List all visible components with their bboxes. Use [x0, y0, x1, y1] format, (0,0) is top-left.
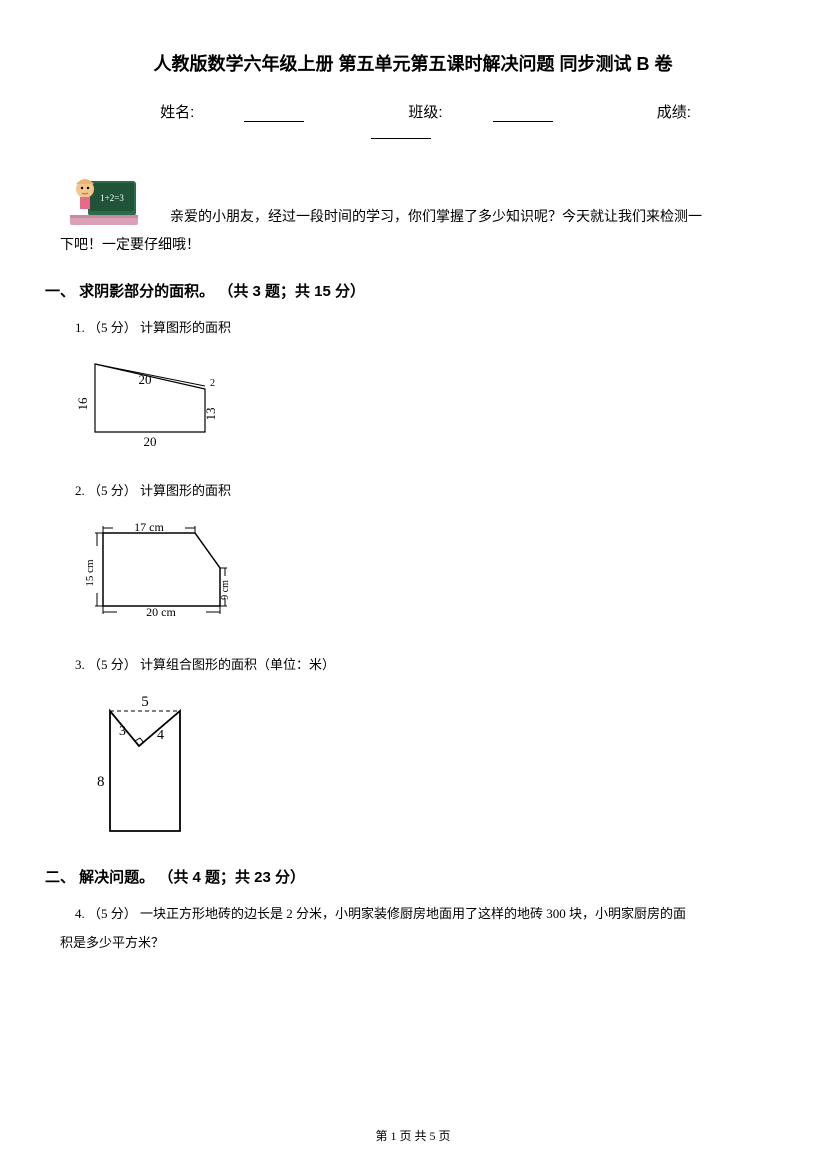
student-info: 姓名: 班级: 成绩:	[60, 101, 766, 139]
section-2-title: 二、 解决问题。 （共 4 题；共 23 分）	[45, 866, 766, 887]
page-footer: 第 1 页 共 5 页	[0, 1127, 826, 1144]
intro-text-1: 亲爱的小朋友，经过一段时间的学习，你们掌握了多少知识呢？今天就让我们来检测一	[60, 204, 766, 232]
fig1-tri-label: 2	[210, 378, 215, 389]
fig3-top-label: 5	[141, 694, 149, 710]
class-field: 班级:	[383, 104, 577, 121]
fig1-left-label: 16	[75, 397, 90, 411]
figure-1: 20 16 13 20 2	[75, 354, 766, 454]
fig1-bottom-label: 20	[144, 434, 157, 449]
question-2: 2. （5 分） 计算图形的面积	[75, 479, 766, 502]
question-1: 1. （5 分） 计算图形的面积	[75, 316, 766, 339]
svg-text:1+2=3: 1+2=3	[100, 193, 124, 203]
fig2-top-label: 17 cm	[134, 520, 164, 534]
fig2-left-label: 15 cm	[84, 559, 96, 587]
student-illustration: 1+2=3	[60, 169, 150, 229]
fig1-top-label: 20	[139, 372, 152, 387]
section-1-title: 一、 求阴影部分的面积。 （共 3 题；共 15 分）	[45, 280, 766, 301]
question-3: 3. （5 分） 计算组合图形的面积（单位：米）	[75, 653, 766, 676]
fig2-bottom-label: 20 cm	[146, 605, 176, 619]
question-4-cont: 积是多少平方米？	[60, 931, 766, 954]
figure-3: 5 3 4 8	[75, 691, 766, 841]
name-field: 姓名:	[135, 104, 329, 121]
fig1-right-label: 13	[203, 408, 218, 421]
page-title: 人教版数学六年级上册 第五单元第五课时解决问题 同步测试 B 卷	[60, 50, 766, 76]
fig2-right-label: 9 cm	[220, 580, 231, 600]
fig3-tri-right: 4	[157, 728, 164, 743]
intro-text-2: 下吧！一定要仔细哦！	[60, 232, 766, 260]
fig3-left-label: 8	[97, 774, 105, 790]
question-4: 4. （5 分） 一块正方形地砖的边长是 2 分米，小明家装修厨房地面用了这样的…	[75, 902, 766, 925]
fig3-tri-left: 3	[119, 724, 126, 739]
figure-2: 17 cm 15 cm 9 cm 20 cm	[75, 518, 766, 628]
